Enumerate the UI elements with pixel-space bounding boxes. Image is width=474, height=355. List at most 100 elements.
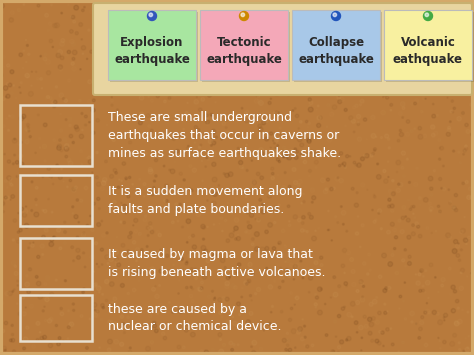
Circle shape [327, 126, 328, 127]
Circle shape [101, 293, 103, 295]
Circle shape [419, 321, 424, 324]
Circle shape [113, 255, 116, 258]
Circle shape [170, 90, 171, 92]
Circle shape [21, 114, 26, 119]
Circle shape [107, 348, 111, 352]
Circle shape [202, 238, 205, 240]
Circle shape [346, 337, 351, 341]
Circle shape [207, 157, 210, 160]
Circle shape [261, 37, 264, 40]
Circle shape [147, 23, 152, 28]
Circle shape [380, 228, 383, 230]
Circle shape [8, 129, 9, 131]
Text: It caused by magma or lava that
is rising beneath active volcanoes.: It caused by magma or lava that is risin… [108, 248, 326, 279]
Circle shape [111, 10, 113, 12]
Circle shape [330, 135, 332, 138]
Circle shape [204, 62, 208, 67]
Circle shape [332, 26, 336, 30]
Circle shape [465, 180, 468, 184]
Circle shape [450, 110, 453, 113]
Circle shape [325, 334, 328, 337]
Circle shape [219, 311, 222, 315]
Circle shape [69, 179, 72, 182]
Circle shape [188, 254, 193, 259]
Circle shape [417, 11, 421, 15]
Circle shape [137, 353, 139, 355]
Circle shape [399, 295, 402, 298]
Circle shape [293, 279, 294, 280]
Circle shape [458, 342, 460, 344]
Circle shape [144, 196, 145, 197]
Circle shape [126, 55, 130, 59]
Circle shape [388, 262, 392, 267]
Circle shape [466, 346, 469, 349]
Circle shape [143, 182, 146, 186]
Circle shape [378, 209, 382, 213]
Circle shape [3, 86, 8, 91]
Circle shape [446, 132, 450, 136]
Circle shape [54, 100, 57, 104]
Circle shape [113, 322, 118, 326]
Circle shape [148, 44, 152, 48]
Circle shape [302, 277, 304, 279]
Circle shape [213, 15, 214, 16]
Circle shape [303, 325, 306, 327]
Circle shape [271, 311, 272, 313]
Circle shape [344, 272, 346, 274]
Circle shape [330, 187, 333, 191]
Circle shape [71, 15, 75, 19]
Circle shape [412, 224, 414, 226]
Circle shape [201, 98, 205, 101]
Circle shape [352, 282, 356, 287]
Circle shape [376, 175, 381, 179]
Circle shape [273, 61, 277, 65]
Circle shape [58, 65, 63, 69]
Circle shape [339, 340, 344, 344]
Circle shape [382, 354, 384, 355]
Circle shape [443, 317, 445, 318]
Circle shape [43, 57, 47, 61]
Circle shape [378, 212, 380, 214]
Circle shape [53, 236, 55, 239]
Circle shape [31, 85, 32, 86]
Circle shape [60, 312, 64, 316]
Circle shape [278, 204, 280, 206]
Circle shape [243, 153, 244, 154]
Circle shape [433, 170, 436, 172]
Circle shape [328, 229, 330, 231]
Circle shape [438, 337, 439, 338]
Circle shape [60, 42, 64, 46]
Circle shape [22, 312, 26, 316]
Circle shape [122, 204, 127, 209]
Circle shape [154, 29, 157, 32]
FancyBboxPatch shape [292, 10, 380, 80]
Circle shape [454, 321, 459, 326]
Circle shape [428, 32, 432, 36]
Circle shape [319, 92, 321, 95]
Circle shape [272, 172, 274, 175]
Circle shape [145, 215, 147, 217]
Circle shape [164, 200, 166, 202]
Circle shape [349, 257, 354, 262]
FancyBboxPatch shape [384, 10, 472, 80]
Circle shape [150, 230, 154, 234]
Circle shape [59, 247, 62, 250]
Circle shape [247, 279, 251, 283]
Circle shape [82, 291, 84, 294]
Circle shape [14, 265, 17, 268]
Circle shape [255, 247, 259, 251]
Circle shape [444, 313, 447, 317]
Circle shape [179, 267, 182, 270]
Circle shape [466, 240, 467, 241]
Circle shape [88, 351, 89, 353]
Circle shape [272, 48, 277, 53]
Circle shape [401, 3, 403, 6]
Circle shape [152, 287, 155, 291]
Circle shape [366, 273, 369, 275]
Circle shape [49, 97, 52, 100]
Circle shape [322, 47, 325, 50]
Circle shape [175, 149, 179, 153]
Circle shape [383, 289, 387, 293]
Circle shape [244, 192, 245, 193]
Circle shape [55, 324, 57, 327]
